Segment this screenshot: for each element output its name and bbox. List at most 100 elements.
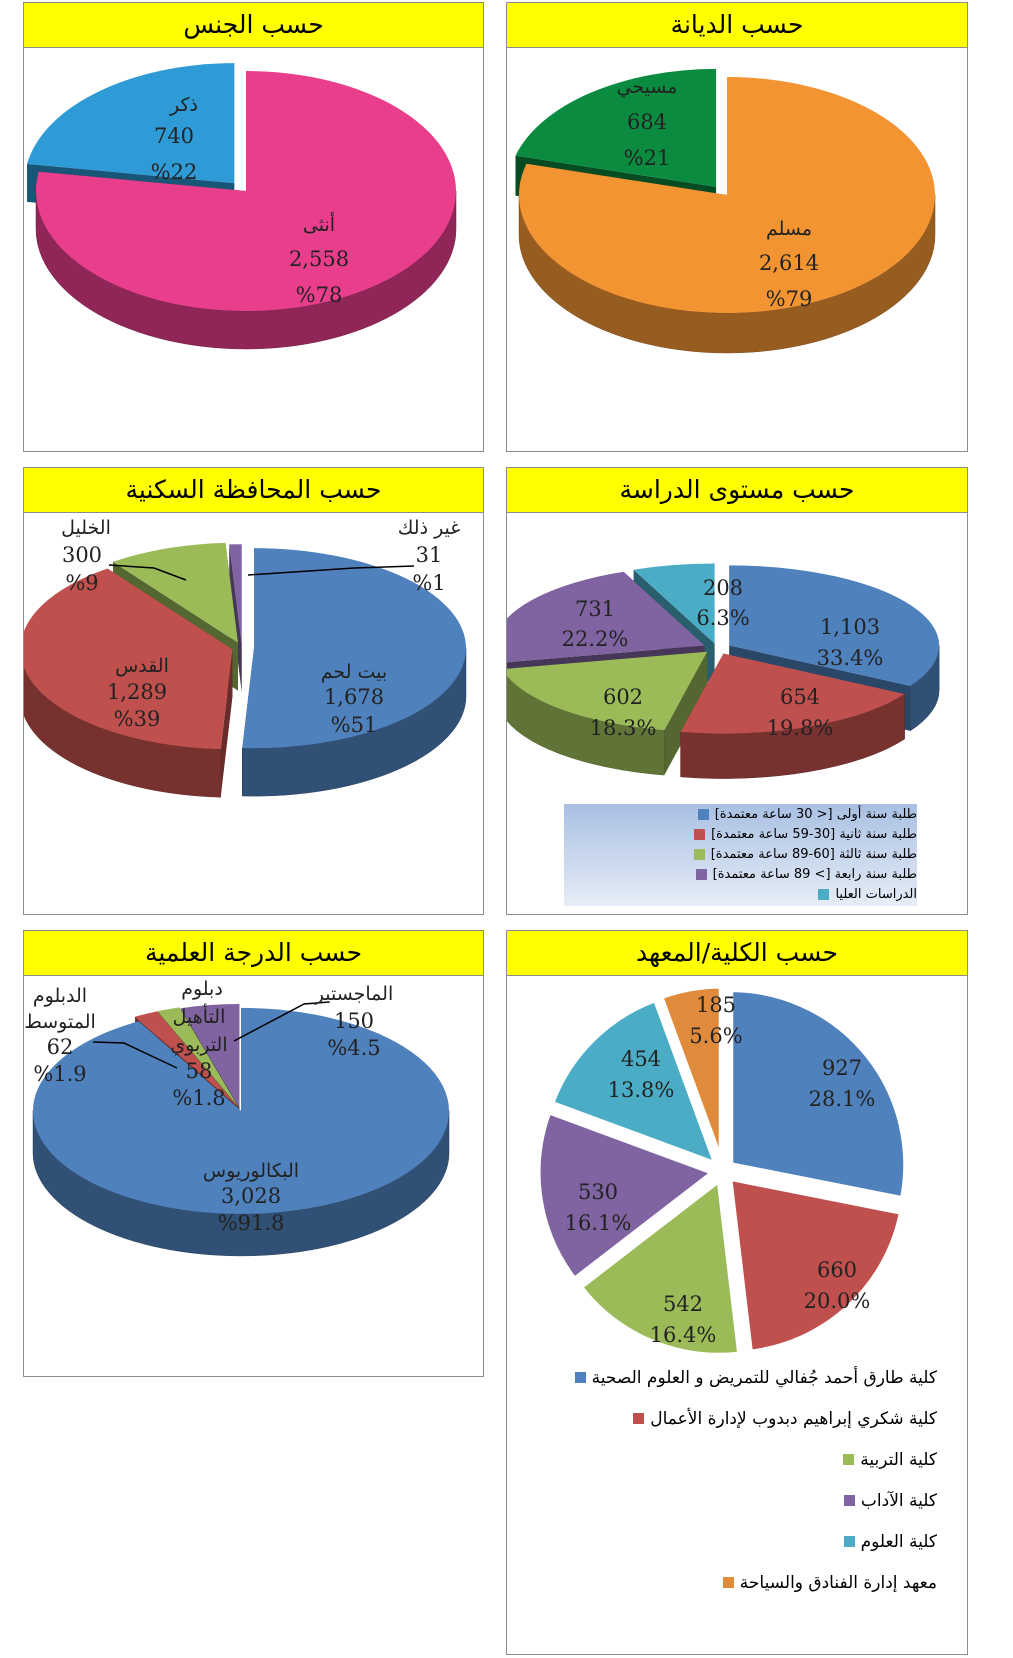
legend-item-1: طلبة سنة ثانية [30-59 ساعة معتمدة] xyxy=(564,824,917,844)
legend-item-3: كلية الآداب xyxy=(537,1480,937,1521)
legend-item-4: كلية العلوم xyxy=(537,1521,937,1562)
slice-pct-business: 20.0% xyxy=(804,1289,871,1313)
slice-pct-education: 16.4% xyxy=(650,1323,717,1347)
legend-swatch-4 xyxy=(818,888,830,900)
slice-pct-bethlehem: %51 xyxy=(331,713,378,737)
legend-label-4: كلية العلوم xyxy=(860,1531,937,1552)
legend-swatch-1 xyxy=(694,828,706,840)
college-legend: كلية طارق أحمد جُفالي للتمريض و العلوم ا… xyxy=(537,1357,937,1647)
slice-pct-other: %1 xyxy=(412,571,445,595)
pie-slice-1 xyxy=(680,653,905,734)
pie-cut-2-0 xyxy=(664,651,708,776)
slice-label-male: ذكر xyxy=(169,94,198,116)
legend-swatch-3 xyxy=(843,1495,855,1506)
legend-item-2: طلبة سنة ثالثة [60-89 ساعة معتمدة] xyxy=(564,844,917,864)
slice-label-edu-diploma-l2: التأهيل xyxy=(173,1003,226,1028)
legend-swatch-0 xyxy=(697,808,709,820)
gender-pie-chart: ذكر 740 %22 أنثى 2,558 %78 xyxy=(27,63,457,350)
pie-slice-1 xyxy=(135,1011,238,1107)
pie-slice-3 xyxy=(229,544,242,645)
slice-pct-masters: %4.5 xyxy=(327,1036,380,1060)
slice-value-christian: 684 xyxy=(627,110,667,134)
legend-item-0: طلبة سنة أولى [< 30 ساعة معتمدة] xyxy=(564,804,917,824)
religion-pie-chart: مسيحي 684 %21 مسلم 2,614 %79 xyxy=(515,68,936,354)
slice-value-second-year: 654 xyxy=(780,685,820,709)
college-chart-panel: حسب الكلية/المعهد 927 28.1% 660 20.0% 54… xyxy=(506,930,968,1655)
slice-label-other: غير ذلك xyxy=(398,517,461,539)
slice-label-diploma-l2: المتوسط xyxy=(24,1011,96,1033)
pie-slice-2 xyxy=(507,651,708,731)
legend-item-1: كلية شكري إبراهيم دبدوب لإدارة الأعمال xyxy=(537,1398,937,1439)
slice-label-christian: مسيحي xyxy=(617,76,678,98)
legend-label-4: الدراسات العليا xyxy=(835,886,917,902)
legend-swatch-2 xyxy=(693,848,705,860)
governorate-pie-chart: الخليل 300 %9 غير ذلك 31 %1 القدس 1,289 … xyxy=(24,517,467,798)
legend-item-2: كلية التربية xyxy=(537,1439,937,1480)
hebron-leader-line xyxy=(108,564,187,581)
pie-slice-1 xyxy=(515,68,717,187)
slice-label-edu-diploma-l1: دبلوم xyxy=(181,978,223,1000)
slice-value-bachelor: 3,028 xyxy=(221,1184,281,1208)
level-chart-title: حسب مستوى الدراسة xyxy=(507,468,967,513)
governorate-chart-title: حسب المحافظة السكنية xyxy=(24,468,483,513)
slice-label-edu-diploma-l3: التربوي xyxy=(170,1034,227,1056)
legend-item-5: معهد إدارة الفنادق والسياحة xyxy=(537,1562,937,1603)
pie-slice-0 xyxy=(519,77,935,314)
slice-value-masters: 150 xyxy=(334,1009,374,1033)
pie-slice-3 xyxy=(180,1004,240,1108)
governorate-chart-panel: حسب المحافظة السكنية الخليل 300 %9 غير ذ… xyxy=(23,467,484,915)
slice-value-edu-diploma: 58 xyxy=(186,1059,213,1083)
slice-value-muslim: 2,614 xyxy=(759,251,819,275)
pie-slice-2 xyxy=(157,1007,238,1107)
legend-label-3: كلية الآداب xyxy=(860,1490,937,1511)
slice-label-female: أنثى xyxy=(303,212,335,236)
slice-pct-diploma: %1.9 xyxy=(33,1062,86,1086)
slice-pct-female: %78 xyxy=(296,283,343,307)
legend-label-0: طلبة سنة أولى [< 30 ساعة معتمدة] xyxy=(714,806,917,822)
pie-slice-0 xyxy=(33,1007,450,1214)
slice-pct-fourth-year: 22.2% xyxy=(562,627,629,651)
pie-slice-3 xyxy=(535,1108,719,1283)
slice-value-graduate: 208 xyxy=(703,576,743,600)
slice-value-male: 740 xyxy=(154,124,194,148)
level-legend: طلبة سنة أولى [< 30 ساعة معتمدة] طلبة سنة… xyxy=(564,804,917,906)
masters-leader-line xyxy=(233,1001,330,1042)
other-leader-line xyxy=(247,565,415,576)
slice-value-hebron: 300 xyxy=(62,543,102,567)
slice-label-diploma-l1: الدبلوم xyxy=(33,985,87,1007)
legend-label-2: طلبة سنة ثالثة [60-89 ساعة معتمدة] xyxy=(710,846,917,862)
slice-value-arts: 530 xyxy=(578,1180,618,1204)
slice-value-bethlehem: 1,678 xyxy=(324,685,384,709)
religion-chart-title: حسب الديانة xyxy=(507,3,967,48)
slice-label-masters: الماجستير xyxy=(314,983,394,1005)
legend-label-2: كلية التربية xyxy=(860,1449,937,1470)
diploma-leader-line xyxy=(92,1041,178,1069)
pie-slice-3 xyxy=(507,571,705,663)
pie-slice-5 xyxy=(657,983,724,1163)
pie-slice-0 xyxy=(729,565,940,686)
slice-value-female: 2,558 xyxy=(289,247,349,271)
slice-pct-second-year: 19.8% xyxy=(767,716,834,740)
legend-item-4: الدراسات العليا xyxy=(564,884,917,904)
degree-chart-panel: حسب الدرجة العلمية الدبلوم المتوسط 62 %1… xyxy=(23,930,484,1377)
pie-side-1 xyxy=(24,666,221,798)
slice-value-science: 454 xyxy=(621,1047,661,1071)
slice-pct-jerusalem: %39 xyxy=(114,707,161,731)
slice-pct-graduate: 6.3% xyxy=(696,606,749,630)
slice-pct-science: 13.8% xyxy=(608,1078,675,1102)
legend-label-3: طلبة سنة رابعة [> 89 ساعة معتمدة] xyxy=(712,866,917,882)
legend-swatch-5 xyxy=(722,1577,734,1588)
slice-label-bethlehem: بيت لحم xyxy=(321,661,387,683)
college-chart-title: حسب الكلية/المعهد xyxy=(507,931,967,976)
legend-swatch-0 xyxy=(574,1372,586,1383)
pie-slice-4 xyxy=(548,996,721,1169)
pie-slice-2 xyxy=(576,1175,743,1358)
pie-slice-1 xyxy=(27,63,235,184)
pie-slice-0 xyxy=(242,548,466,749)
level-pie-chart: 1,103 33.4% 654 19.8% 602 18.3% 731 22.2… xyxy=(507,563,940,779)
legend-swatch-3 xyxy=(695,868,707,880)
level-chart-panel: حسب مستوى الدراسة 1,103 33.4% 654 19.8% … xyxy=(506,467,968,915)
slice-value-jerusalem: 1,289 xyxy=(107,680,167,704)
slice-value-other: 31 xyxy=(416,543,443,567)
pie-slice-0 xyxy=(36,71,456,311)
